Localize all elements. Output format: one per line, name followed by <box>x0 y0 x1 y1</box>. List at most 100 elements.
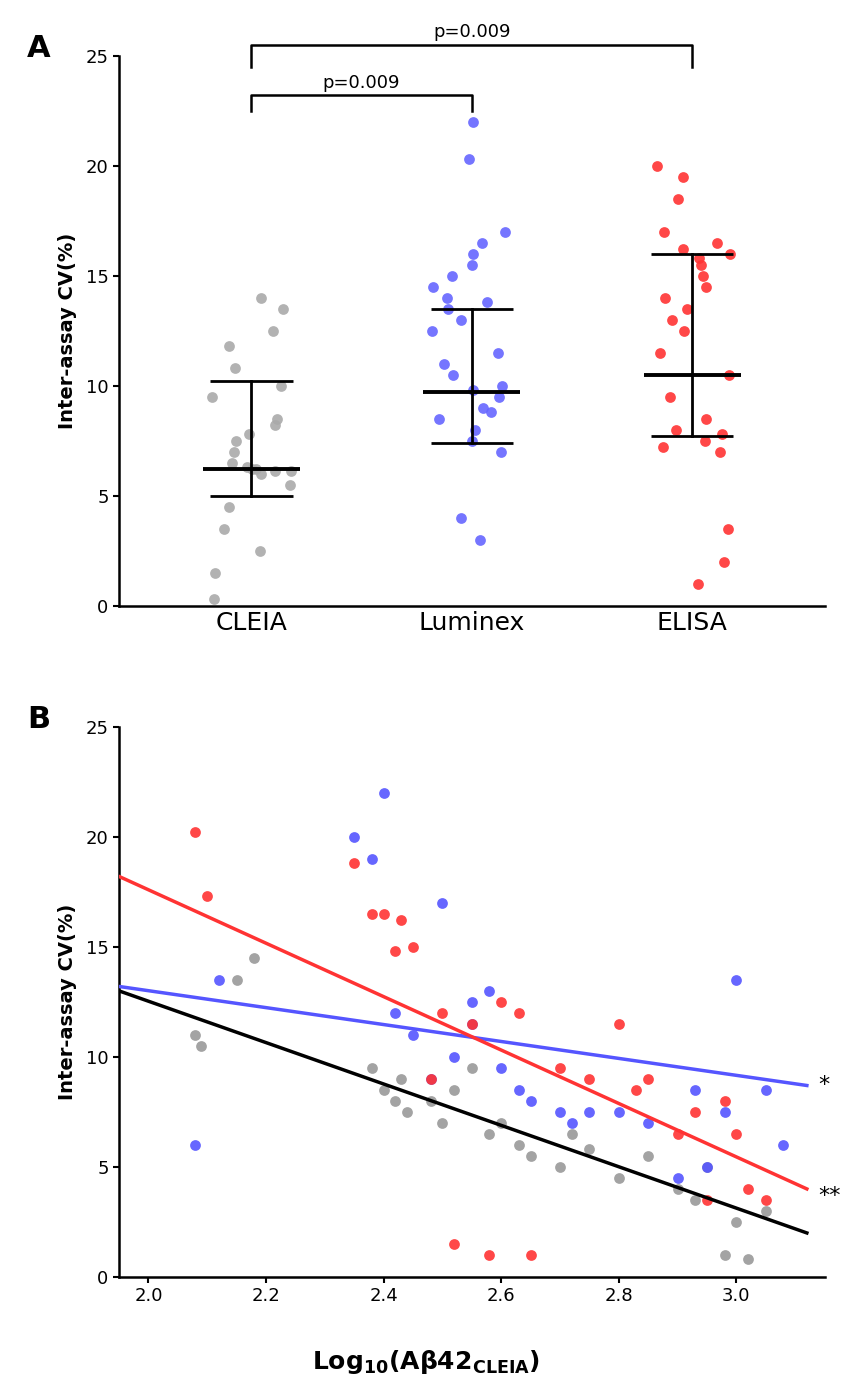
Point <box>777 1134 790 1156</box>
Text: *: * <box>819 1076 830 1095</box>
Point <box>677 319 691 341</box>
Point <box>495 1112 508 1134</box>
Point <box>717 1244 731 1266</box>
Point <box>254 286 268 308</box>
Point <box>672 187 685 210</box>
Point <box>476 397 490 419</box>
Point <box>240 457 253 479</box>
Point <box>565 1123 579 1145</box>
Point <box>676 239 689 261</box>
Point <box>642 1145 655 1167</box>
Point <box>729 969 743 991</box>
Point <box>435 891 449 913</box>
Point <box>445 265 458 287</box>
Point <box>254 462 268 484</box>
Point <box>205 386 218 408</box>
Point <box>283 473 297 496</box>
Point <box>524 1090 537 1112</box>
Point <box>195 1035 208 1058</box>
Point <box>466 243 479 265</box>
Point <box>276 297 290 319</box>
Point <box>492 386 506 408</box>
Point <box>454 507 468 529</box>
Point <box>468 419 482 441</box>
Point <box>245 458 258 480</box>
Point <box>665 308 678 330</box>
Point <box>466 429 479 451</box>
Point <box>654 341 667 364</box>
Point <box>441 297 455 319</box>
Point <box>424 1067 438 1090</box>
Point <box>377 781 390 804</box>
Point <box>699 408 712 430</box>
Point <box>348 826 361 848</box>
Point <box>465 1013 479 1035</box>
Point <box>565 1112 579 1134</box>
Point <box>365 848 378 870</box>
Point <box>729 1123 743 1145</box>
Point <box>671 1178 684 1201</box>
Point <box>253 540 267 562</box>
Point <box>729 1210 743 1233</box>
Point <box>480 291 494 314</box>
Point <box>582 1067 596 1090</box>
Point <box>658 286 672 308</box>
Text: p=0.009: p=0.009 <box>323 74 400 92</box>
Point <box>466 111 479 133</box>
Point <box>650 154 664 176</box>
Point <box>377 1078 390 1101</box>
Point <box>270 408 284 430</box>
Point <box>365 902 378 924</box>
Point <box>247 947 261 969</box>
Point <box>688 1101 702 1123</box>
Point <box>284 461 298 483</box>
Point <box>696 265 710 287</box>
Point <box>694 254 707 276</box>
Point <box>717 1101 731 1123</box>
Point <box>440 286 454 308</box>
Point <box>483 1244 496 1266</box>
Point <box>512 1134 525 1156</box>
Point <box>677 165 690 187</box>
Point <box>612 1013 626 1035</box>
Point <box>495 991 508 1013</box>
Text: **: ** <box>819 1185 842 1206</box>
Point <box>249 458 263 480</box>
Point <box>759 1190 773 1212</box>
Point <box>721 518 734 540</box>
Point <box>553 1156 567 1178</box>
Point <box>435 1002 449 1024</box>
Point <box>711 232 724 254</box>
Point <box>424 1067 438 1090</box>
Point <box>438 353 451 375</box>
Point <box>688 1078 702 1101</box>
Y-axis label: Inter-assay CV(%): Inter-assay CV(%) <box>59 233 77 429</box>
Point <box>524 1145 537 1167</box>
Point <box>483 980 496 1002</box>
Point <box>524 1244 537 1266</box>
Y-axis label: Inter-assay CV(%): Inter-assay CV(%) <box>59 904 77 1099</box>
Point <box>462 149 476 171</box>
Point <box>230 969 243 991</box>
Point <box>612 1101 626 1123</box>
Point <box>268 414 281 436</box>
Point <box>465 1056 479 1078</box>
Point <box>229 429 242 451</box>
Point <box>377 902 390 924</box>
Point <box>465 254 479 276</box>
Point <box>495 1056 508 1078</box>
Point <box>447 1045 461 1067</box>
Point <box>713 440 727 462</box>
Point <box>475 232 489 254</box>
Point <box>717 551 731 573</box>
Point <box>394 1067 408 1090</box>
Point <box>208 562 222 584</box>
Point <box>433 408 446 430</box>
Point <box>663 386 677 408</box>
Point <box>424 1090 438 1112</box>
Point <box>498 221 512 243</box>
Point <box>446 364 460 386</box>
Point <box>394 909 408 931</box>
Point <box>741 1248 755 1270</box>
Point <box>582 1138 596 1160</box>
